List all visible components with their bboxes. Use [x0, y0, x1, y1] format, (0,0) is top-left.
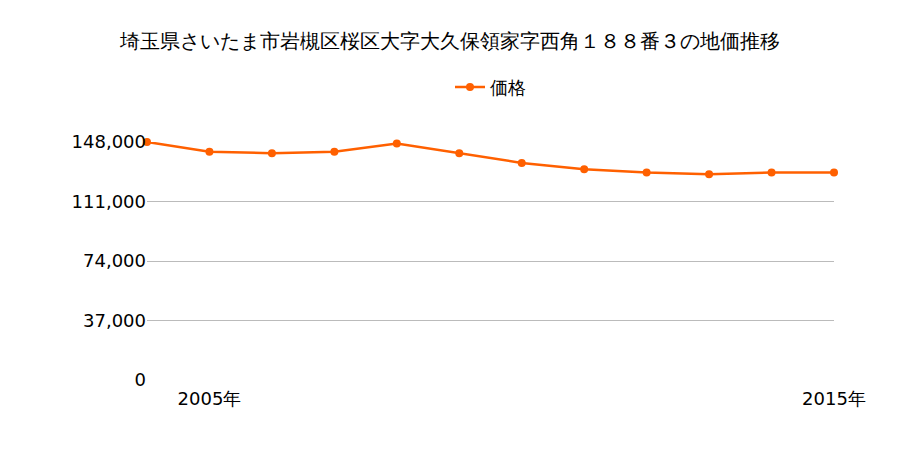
svg-text:37,000: 37,000	[83, 310, 146, 331]
svg-text:埼玉県さいたま市岩槻区桜区大字大久保領家字西角１８８番３の地: 埼玉県さいたま市岩槻区桜区大字大久保領家字西角１８８番３の地価推移	[119, 29, 780, 53]
svg-text:2015年: 2015年	[802, 388, 866, 409]
svg-text:価格: 価格	[490, 77, 526, 98]
svg-text:111,000: 111,000	[72, 191, 146, 212]
svg-text:74,000: 74,000	[83, 250, 146, 271]
svg-text:0: 0	[135, 369, 146, 390]
svg-text:148,000: 148,000	[72, 131, 146, 152]
svg-text:2005年: 2005年	[178, 388, 242, 409]
